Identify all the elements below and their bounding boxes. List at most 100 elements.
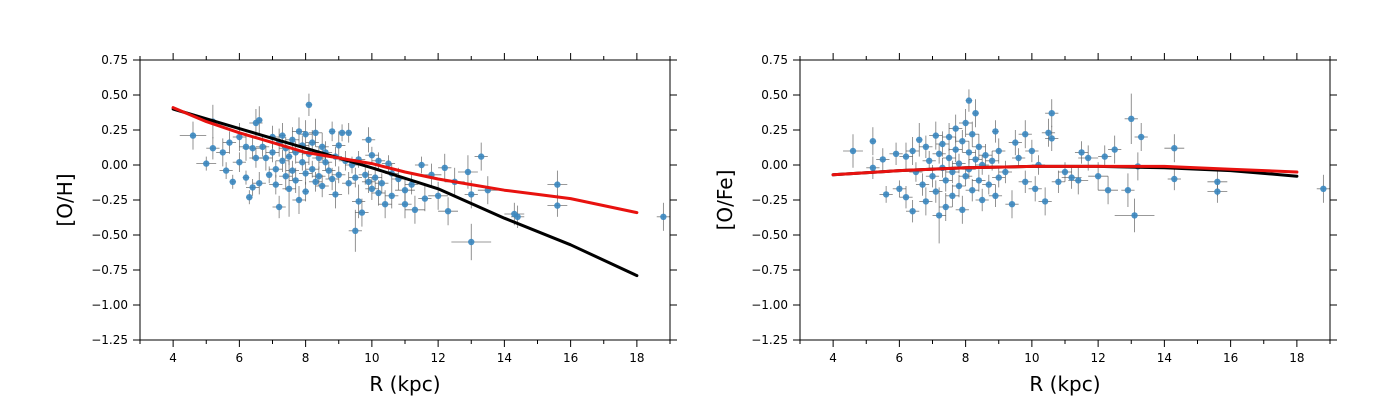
y-tick-label: −0.25: [91, 193, 128, 207]
data-point: [468, 191, 475, 198]
data-point: [289, 167, 296, 174]
data-point: [1028, 147, 1036, 155]
data-point: [325, 167, 333, 174]
data-point: [1101, 153, 1108, 160]
data-point: [925, 157, 933, 164]
scatter-points: [849, 97, 1327, 219]
data-point: [375, 157, 382, 164]
data-point: [988, 157, 996, 164]
data-point: [418, 161, 425, 169]
x-tick-label: 16: [1223, 351, 1238, 365]
x-tick-label: 12: [430, 351, 445, 365]
data-point: [972, 156, 979, 163]
data-point: [554, 202, 561, 209]
data-point: [955, 160, 963, 167]
data-point: [355, 198, 362, 205]
data-point: [441, 164, 448, 171]
data-point: [219, 149, 227, 156]
data-point: [388, 192, 395, 199]
data-point: [1104, 187, 1112, 194]
x-tick-label: 8: [302, 351, 310, 365]
data-point: [849, 147, 857, 155]
data-point: [879, 156, 887, 163]
data-point: [896, 185, 903, 192]
data-point: [256, 117, 263, 124]
y-tick-label: 0.75: [761, 53, 788, 67]
data-point: [945, 154, 953, 162]
data-point: [965, 97, 973, 104]
data-point: [368, 185, 376, 192]
data-point: [1022, 178, 1029, 185]
data-point: [375, 189, 382, 197]
data-point: [969, 187, 976, 194]
data-point: [302, 131, 309, 138]
x-tick-label: 18: [629, 351, 644, 365]
data-point: [279, 132, 286, 139]
data-point: [995, 147, 1002, 155]
data-point: [222, 167, 230, 174]
data-point: [1015, 154, 1022, 162]
data-point: [275, 203, 283, 211]
data-point: [975, 177, 983, 184]
data-point: [949, 168, 956, 176]
x-tick-label: 8: [962, 351, 970, 365]
x-tick-label: 10: [1024, 351, 1039, 365]
data-point: [302, 170, 309, 177]
data-point: [358, 209, 366, 216]
data-point: [401, 187, 409, 194]
data-point: [318, 143, 326, 150]
data-point: [338, 129, 346, 136]
y-axis-label: [O/H]: [53, 173, 77, 226]
data-point: [229, 178, 236, 185]
data-point: [1084, 154, 1092, 162]
y-tick-label: −0.75: [751, 263, 788, 277]
y-tick-label: −0.50: [751, 228, 788, 242]
data-point: [902, 194, 910, 201]
data-point: [272, 181, 280, 188]
data-point: [272, 166, 280, 173]
model-red-line: [171, 106, 639, 215]
data-point: [1171, 175, 1178, 183]
data-point: [892, 150, 900, 157]
y-tick-label: −0.25: [751, 193, 788, 207]
data-point: [345, 129, 352, 136]
data-point: [401, 201, 409, 208]
x-tick-label: 18: [1289, 351, 1304, 365]
x-tick-label: 14: [1157, 351, 1172, 365]
data-point: [378, 180, 386, 187]
model-red-line: [831, 164, 1299, 177]
data-point: [965, 149, 973, 156]
data-point: [1022, 131, 1029, 138]
data-point: [322, 159, 329, 166]
data-point: [365, 136, 372, 143]
y-tick-label: −0.75: [91, 263, 128, 277]
data-point: [299, 159, 306, 166]
data-point: [352, 227, 359, 234]
data-point: [335, 171, 342, 178]
data-point: [335, 142, 342, 149]
data-point: [1045, 129, 1052, 136]
chart-ofe-vs-radius: 4 6 8 10 12 14 16 18 −1.25 −1.00 −0.75 −0.50 −0.25 0.…: [713, 53, 1337, 396]
x-tick-label: 12: [1090, 351, 1105, 365]
y-tick-label: 0.00: [761, 158, 788, 172]
x-tick-label: 10: [364, 351, 379, 365]
data-point: [978, 196, 986, 204]
data-point: [1048, 135, 1055, 142]
data-point: [1124, 187, 1132, 194]
x-axis-label: R (kpc): [1029, 372, 1100, 396]
data-point: [365, 178, 372, 185]
data-point: [1094, 173, 1102, 180]
data-point: [660, 213, 667, 220]
data-point: [955, 182, 963, 190]
data-point: [332, 191, 339, 198]
y-tick-label: 0.25: [101, 123, 128, 137]
data-point: [922, 198, 930, 205]
data-point: [992, 128, 999, 135]
data-point: [249, 145, 256, 152]
data-point: [328, 175, 336, 183]
data-point: [945, 133, 953, 141]
x-tick-label: 4: [829, 351, 837, 365]
data-point: [246, 194, 253, 201]
data-point: [309, 166, 316, 173]
